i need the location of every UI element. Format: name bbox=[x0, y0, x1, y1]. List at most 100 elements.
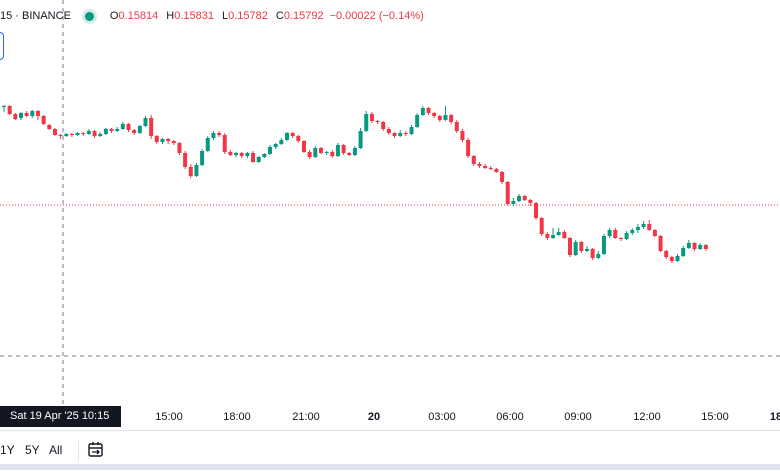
candle-body bbox=[143, 118, 148, 126]
candle-body bbox=[41, 116, 46, 124]
candle-body bbox=[647, 224, 652, 230]
toolbar-divider bbox=[78, 441, 79, 461]
candle-body bbox=[171, 141, 176, 143]
candle-body bbox=[652, 230, 657, 236]
candle-body bbox=[239, 153, 244, 156]
candle-body bbox=[290, 133, 295, 136]
candle-body bbox=[466, 140, 471, 156]
candle-body bbox=[539, 218, 544, 234]
candle-body bbox=[618, 238, 623, 239]
candle-body bbox=[443, 115, 448, 120]
candle-body bbox=[301, 141, 306, 152]
candle-body bbox=[222, 135, 227, 152]
candle-body bbox=[624, 233, 629, 239]
candle-body bbox=[69, 134, 74, 135]
candle-body bbox=[477, 164, 482, 166]
candle-body bbox=[686, 243, 691, 248]
candle-body bbox=[556, 232, 561, 235]
symbol-exchange-label[interactable]: 15 · BINANCE bbox=[0, 10, 71, 22]
high-value: 0.15831 bbox=[174, 10, 214, 22]
candle-body bbox=[669, 257, 674, 261]
candle-body bbox=[403, 133, 408, 134]
candle-body bbox=[426, 108, 431, 113]
candle-body bbox=[698, 245, 703, 249]
low-key: L bbox=[221, 10, 229, 22]
candle-body bbox=[449, 115, 454, 122]
candle-body bbox=[324, 152, 329, 153]
open-key: O bbox=[109, 10, 119, 22]
candle-body bbox=[534, 203, 539, 218]
range-5y-button[interactable]: 5Y bbox=[25, 443, 40, 457]
candle-body bbox=[341, 145, 346, 153]
close-key: C bbox=[275, 10, 284, 22]
candle-body bbox=[415, 115, 420, 127]
candle-body bbox=[205, 138, 210, 151]
candle-body bbox=[268, 147, 273, 154]
candle-body bbox=[630, 230, 635, 233]
candle-body bbox=[601, 236, 606, 254]
candle-body bbox=[460, 131, 465, 140]
candle-body bbox=[279, 140, 284, 144]
candle-body bbox=[352, 148, 357, 155]
candle-body bbox=[234, 153, 239, 155]
candle-body bbox=[471, 156, 476, 164]
candle-body bbox=[483, 166, 488, 168]
candle-body bbox=[641, 224, 646, 227]
candle-body bbox=[7, 106, 12, 114]
candle-body bbox=[273, 144, 278, 147]
candle-body bbox=[675, 256, 680, 261]
candle-body bbox=[454, 122, 459, 131]
open-value: 0.15814 bbox=[118, 10, 159, 22]
candle-body bbox=[183, 153, 188, 167]
candle-body bbox=[596, 254, 601, 258]
candle-body bbox=[584, 249, 589, 251]
candle-body bbox=[262, 154, 267, 157]
range-all-button[interactable]: All bbox=[49, 443, 63, 457]
candle-body bbox=[52, 129, 57, 135]
candle-body bbox=[194, 165, 199, 176]
candle-body bbox=[109, 129, 114, 131]
candle-body bbox=[256, 157, 261, 162]
candle-body bbox=[228, 152, 233, 155]
candle-body bbox=[211, 133, 216, 138]
candle-body bbox=[398, 133, 403, 136]
candle-body bbox=[505, 182, 510, 204]
candle-body bbox=[432, 113, 437, 116]
x-tick-label-day: 18 bbox=[769, 411, 780, 423]
close-value: 0.15792 bbox=[283, 10, 324, 22]
candle-body bbox=[568, 238, 572, 255]
x-tick-label: 09:00 bbox=[564, 411, 592, 423]
candle-body bbox=[188, 167, 193, 176]
calendar-goto-icon[interactable] bbox=[86, 440, 106, 460]
candle-body bbox=[364, 114, 369, 131]
candle-body bbox=[562, 232, 567, 238]
candle-body bbox=[92, 131, 97, 136]
candle-body bbox=[2, 106, 6, 107]
candle-body bbox=[217, 133, 222, 135]
candle-body bbox=[200, 151, 205, 165]
candle-body bbox=[149, 118, 154, 136]
candle-body bbox=[664, 251, 669, 257]
candle-body bbox=[166, 139, 171, 141]
candle-body bbox=[154, 136, 159, 142]
candle-body bbox=[590, 249, 595, 258]
candles-group bbox=[2, 105, 708, 263]
x-tick-label: 06:00 bbox=[496, 411, 524, 423]
legend-toggle-button[interactable] bbox=[0, 32, 4, 60]
x-tick-label: 15:00 bbox=[701, 411, 729, 423]
candlestick-chart[interactable] bbox=[0, 0, 780, 430]
candle-body bbox=[81, 133, 86, 134]
candle-body bbox=[177, 143, 182, 153]
candle-body bbox=[607, 230, 612, 236]
range-1y-button[interactable]: 1Y bbox=[0, 443, 15, 457]
candle-body bbox=[528, 200, 533, 203]
candle-body bbox=[115, 129, 120, 131]
x-tick-label-day: 20 bbox=[367, 411, 381, 423]
candle-body bbox=[573, 242, 578, 255]
candle-body bbox=[335, 145, 340, 156]
x-tick-label: 15:00 bbox=[155, 411, 183, 423]
candle-body bbox=[703, 245, 708, 249]
candle-body bbox=[635, 227, 640, 230]
candle-body bbox=[551, 235, 556, 238]
candle-body bbox=[13, 114, 18, 119]
